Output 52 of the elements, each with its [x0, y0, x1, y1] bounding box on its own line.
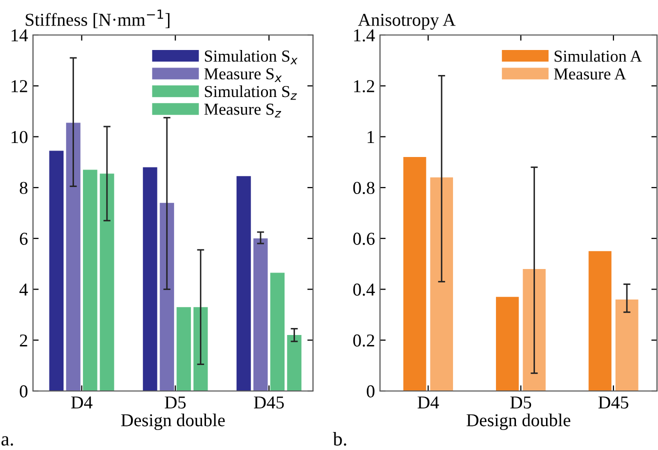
bar: [496, 296, 519, 391]
bar: [160, 202, 174, 391]
y-tick-label: 0: [366, 385, 374, 398]
legend-label: Measure A: [554, 68, 626, 80]
y-tick-label: 12: [12, 80, 28, 92]
bar: [193, 307, 208, 391]
bar: [522, 268, 546, 391]
legend-label: Simulation A: [554, 50, 642, 62]
text: b.: [332, 432, 346, 446]
y-tick-label: 0.6: [353, 232, 375, 245]
bar: [403, 157, 426, 391]
x-tick-label: D45: [598, 396, 628, 409]
x-tick-label: D5: [164, 396, 186, 409]
bar: [100, 174, 114, 391]
y-axis-title: Anisotropy A: [358, 14, 456, 30]
y-tick-label: 0: [20, 385, 28, 398]
y-tick-label: 0.2: [353, 334, 374, 347]
bar: [287, 335, 302, 391]
x-tick-label: D45: [254, 396, 284, 409]
y-tick-label: 4: [19, 284, 28, 296]
text: a.: [1, 436, 14, 446]
bar: [236, 176, 251, 391]
bar: [49, 150, 64, 391]
bar: [430, 177, 454, 391]
y-tick-label: 2: [20, 334, 28, 346]
x-tick-label: D5: [510, 396, 532, 409]
y-axis-title: Stiffness [N·mm$^{−1}$]: [26, 10, 170, 28]
y-tick-label: 1: [368, 131, 374, 143]
x-tick-label: D4: [418, 396, 439, 408]
bar: [82, 170, 98, 391]
bar: [588, 251, 612, 391]
bar: [66, 122, 80, 391]
y-tick-label: 10: [12, 130, 28, 144]
legend-label: Simulation S$_{x}$: [204, 50, 298, 64]
bar: [253, 238, 268, 391]
y-tick-label: 1.4: [354, 29, 375, 42]
y-tick-label: 0.8: [353, 182, 374, 194]
y-tick-label: 6: [20, 232, 28, 245]
bar: [615, 299, 638, 391]
bar: [270, 272, 285, 391]
legend-label: Simulation S$_{z}$: [204, 85, 297, 100]
x-tick-label: D4: [71, 396, 92, 408]
x-axis-title: Design double: [121, 414, 225, 430]
legend-label: Measure S$_{z}$: [204, 104, 282, 118]
y-tick-label: 0.4: [353, 284, 375, 296]
y-tick-label: 1.2: [354, 80, 374, 92]
y-tick-label: 14: [12, 29, 28, 42]
legend-label: Measure S$_{x}$: [204, 68, 282, 82]
y-tick-label: 8: [20, 182, 28, 194]
bar: [176, 307, 191, 391]
x-axis-title: Design double: [466, 414, 570, 430]
bar: [142, 167, 158, 391]
